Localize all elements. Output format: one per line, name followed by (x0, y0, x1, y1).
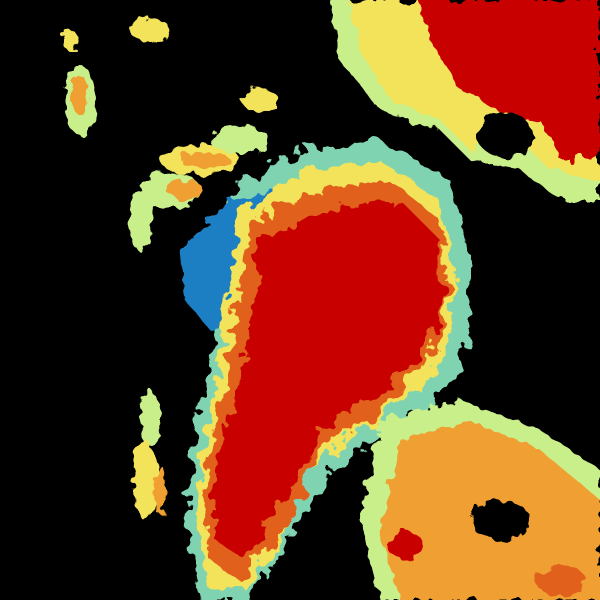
echo-streak-1 (130, 18, 170, 42)
echo-streak-5 (242, 88, 278, 112)
echo-streak-8 (209, 125, 271, 155)
echo-streak-9 (62, 30, 78, 50)
echo-streak-core-0 (72, 75, 88, 115)
echo-red-southeast-1 (387, 531, 423, 559)
echo-streak-core-3 (154, 465, 166, 515)
echo-red-southeast-2 (535, 565, 585, 595)
echo-gap-southeast (470, 500, 530, 540)
echo-streak-core-1 (167, 180, 203, 200)
echo-red-northeast (420, 0, 600, 160)
echo-streak-4 (128, 190, 152, 250)
echo-streak-6 (140, 390, 160, 450)
echo-red-central (215, 200, 445, 560)
echo-gap-northeast (477, 113, 533, 157)
echo-streak-core-2 (180, 152, 230, 168)
echo-streak-7 (133, 440, 157, 520)
